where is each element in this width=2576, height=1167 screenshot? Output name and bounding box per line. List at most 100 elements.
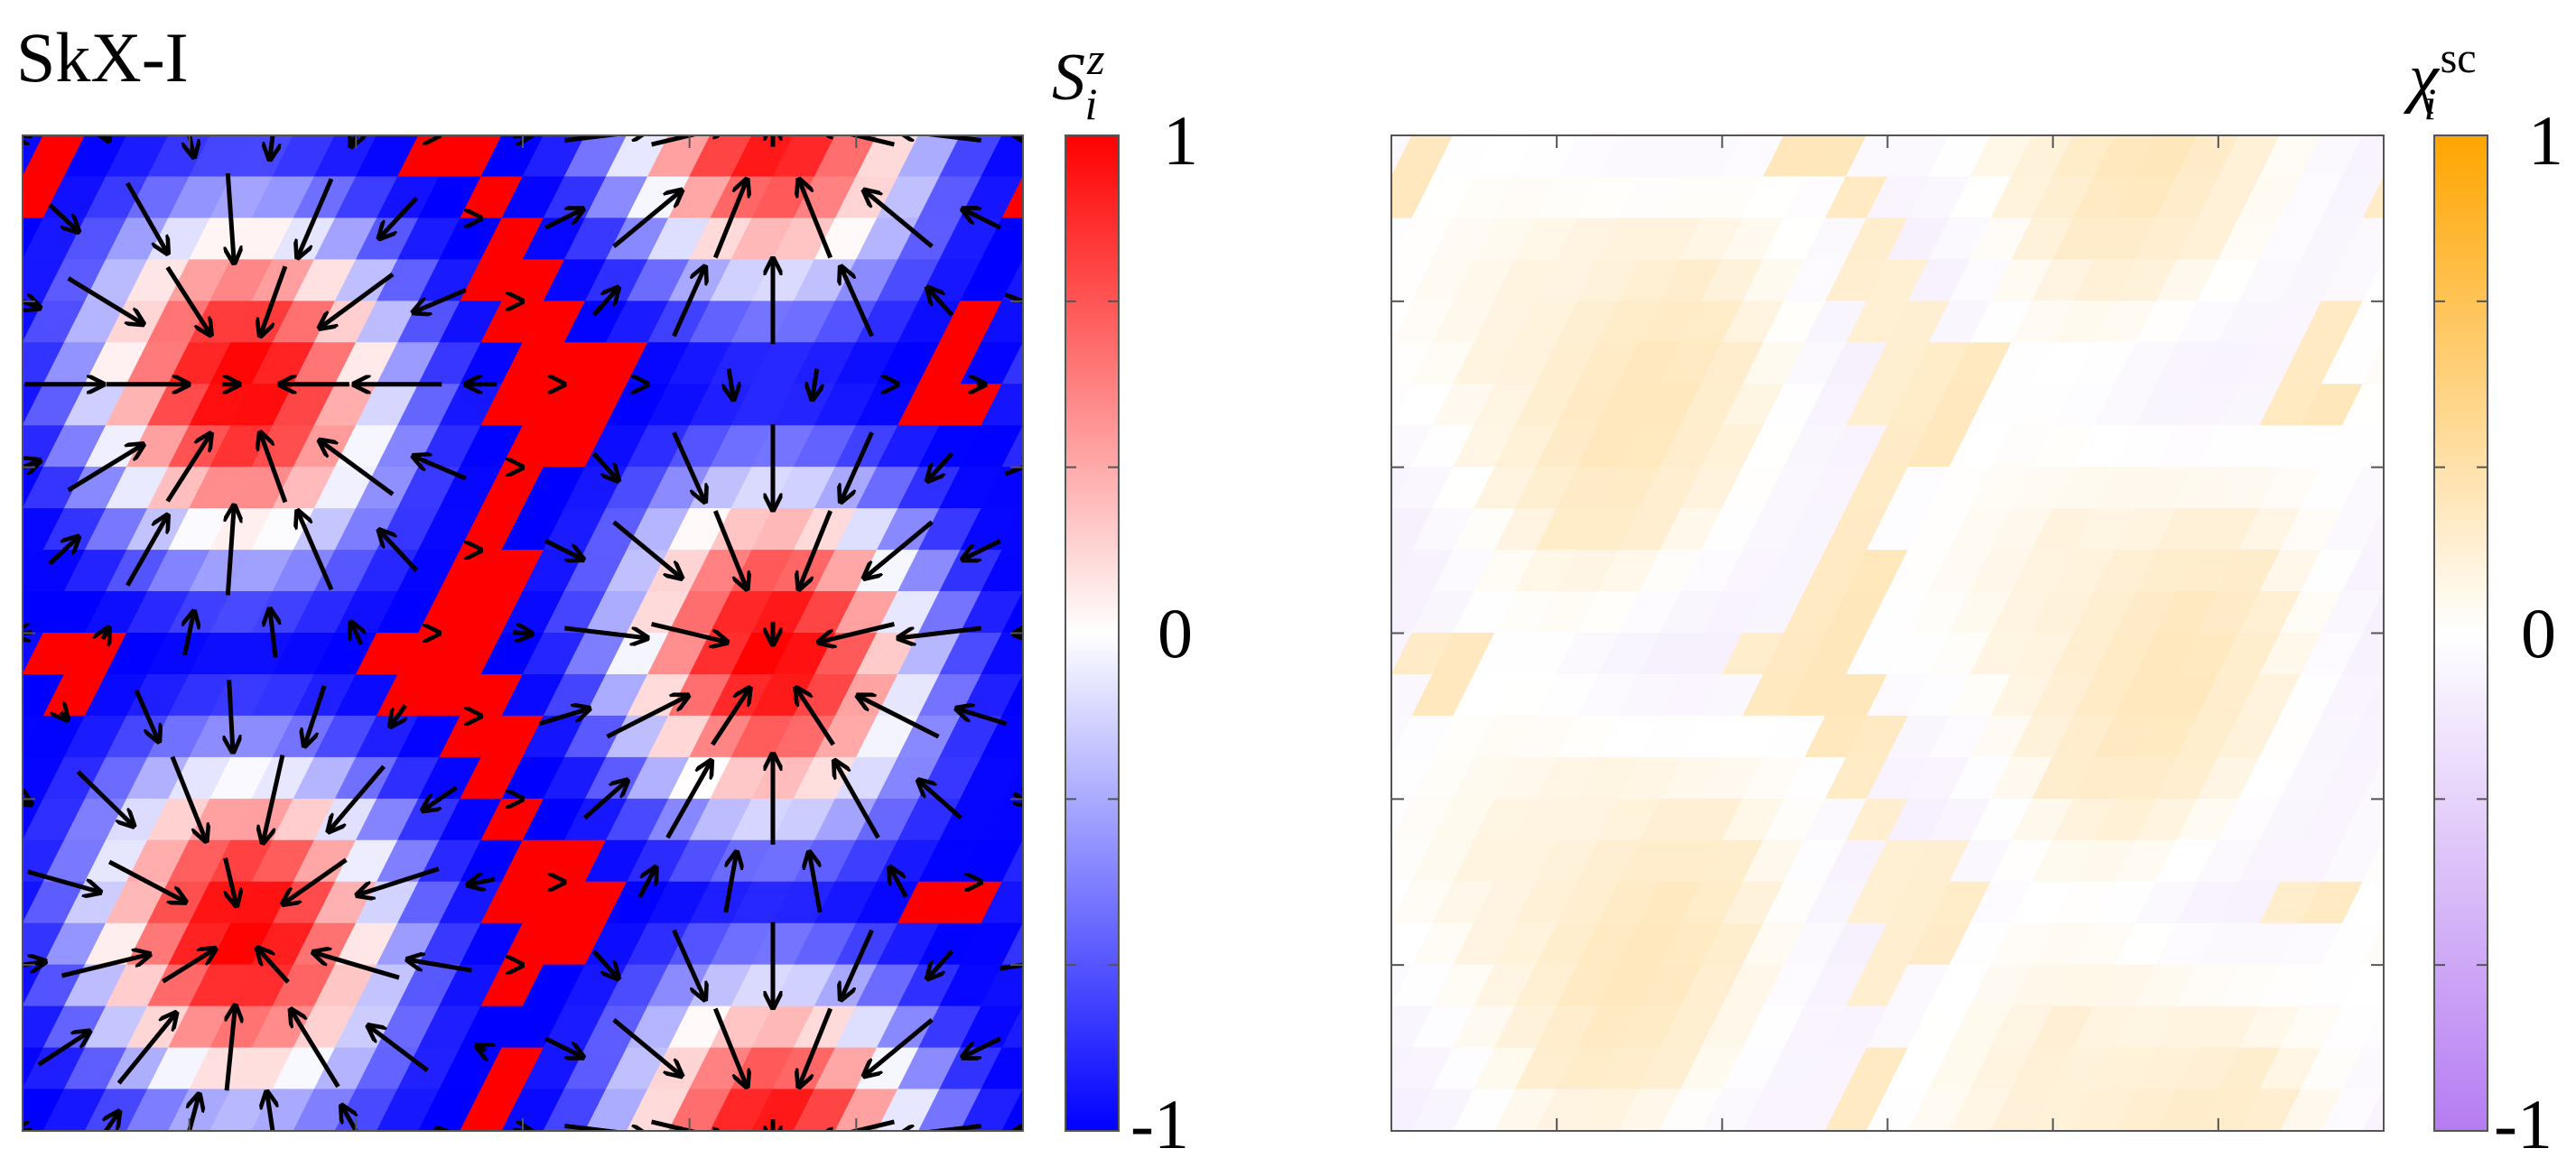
heatmap-cell [1452,135,1496,136]
heatmap-cell [1391,176,1392,179]
heatmap-cell [1391,342,1392,344]
heatmap-cell [251,135,294,136]
panel-label: SkX-I [16,18,189,97]
heatmap-cell [2362,508,2384,551]
spin-arrow [260,265,288,336]
right-axis-ticks [1391,135,2384,1131]
heatmap-cell [501,135,544,136]
heatmap-cell [0,1048,2,1089]
heatmap-cell [0,468,2,509]
heatmap-cell [1700,135,1744,136]
heatmap-cell [1308,965,1371,1006]
heatmap-cell [2114,135,2157,136]
heatmap-cell [1288,840,1351,882]
spin-arrow [103,135,109,142]
spin-arrow [544,1036,583,1058]
right-colorbar-ticks [2434,300,2488,967]
heatmap-cell [2362,1005,2384,1049]
heatmap-cell [2362,1130,2384,1131]
left-colorbar-label-min: -1 [1130,1085,1189,1163]
heatmap-cell [1990,1130,2033,1131]
spin-arrow [423,785,458,811]
heatmap-cell [1391,922,1392,925]
heatmap-cell [668,1130,711,1131]
heatmap-cell [1308,1131,1371,1167]
heatmap-cell [1618,135,1661,136]
spin-arrow [283,857,348,904]
spin-arrow [320,440,395,496]
spin-arrow [228,505,234,596]
heatmap-cell [1700,1130,1744,1131]
heatmap-cell [1308,1048,1371,1089]
heatmap-cell [1001,1130,1023,1131]
heatmap-cell [1001,342,1023,385]
heatmap-cell [2362,1088,2384,1131]
left-colorbar-superscript: z [1086,33,1104,84]
heatmap-cell [2072,135,2116,136]
heatmap-cell [1391,1005,1392,1008]
spin-arrow [956,709,1008,727]
heatmap-cell [1001,176,1023,219]
spin-arrow [437,1128,442,1131]
heatmap-cell [1288,426,1351,468]
spin-arrow [313,952,400,980]
heatmap-cell [1660,1130,1703,1131]
spin-arrow [260,432,288,504]
spin-arrow [23,793,32,804]
heatmap-cell [1268,965,1330,1006]
spin-arrow [390,704,405,727]
heatmap-cell [2362,756,2384,800]
heatmap-cell [1411,1130,1455,1131]
heatmap-cell [460,1130,503,1131]
heatmap-cell [1001,259,1023,302]
heatmap-cell [1268,218,1330,260]
heatmap-cell [1948,135,1992,136]
heatmap-cell [2362,342,2384,385]
heatmap-cell [23,1130,44,1131]
heatmap-cell [1288,1089,1351,1131]
heatmap-cell [751,135,795,136]
spin-arrow [379,196,419,239]
heatmap-cell [2384,1131,2446,1167]
heatmap-cell [1866,1130,1910,1131]
heatmap-cell [1288,94,1351,135]
spin-arrow [134,689,159,742]
spin-arrow [227,1005,236,1091]
heatmap-cell [1308,716,1371,757]
heatmap-cell [0,177,23,218]
spin-arrow [712,180,747,259]
spin-arrow [320,272,395,329]
heatmap-cell [1308,634,1371,675]
heatmap-cell [209,135,253,136]
heatmap-cell [1391,508,1392,510]
heatmap-cell [1268,135,1330,177]
heatmap-cell [2446,94,2508,135]
heatmap-cell [960,1130,1003,1131]
heatmap-cell [1288,509,1351,551]
heatmap-cell [42,1130,87,1131]
heatmap-cell [1268,468,1330,509]
right-colorbar-bar [2433,134,2488,1132]
spin-arrow [612,520,682,578]
heatmap-cell [0,965,2,1006]
spin-arrow [297,178,334,258]
spin-arrow [76,770,134,826]
heatmap-cell [1391,673,1392,676]
heatmap-cell [209,1130,253,1131]
heatmap-cell [0,716,2,757]
spin-arrow [468,879,496,885]
heatmap-cell [2279,1130,2323,1131]
heatmap-cell [1907,135,1950,136]
right-colorbar-subscript: i [2424,79,2437,129]
heatmap-cell [0,218,2,260]
heatmap-cell [2362,259,2384,302]
spin-arrow [711,688,750,746]
heatmap-cell [84,1130,128,1131]
heatmap-cell [1288,260,1351,301]
heatmap-cell [1268,634,1330,675]
heatmap-cell [167,135,211,136]
spin-arrow [612,190,682,249]
heatmap-cell [2238,1130,2282,1131]
spin-arrow [841,929,874,1000]
